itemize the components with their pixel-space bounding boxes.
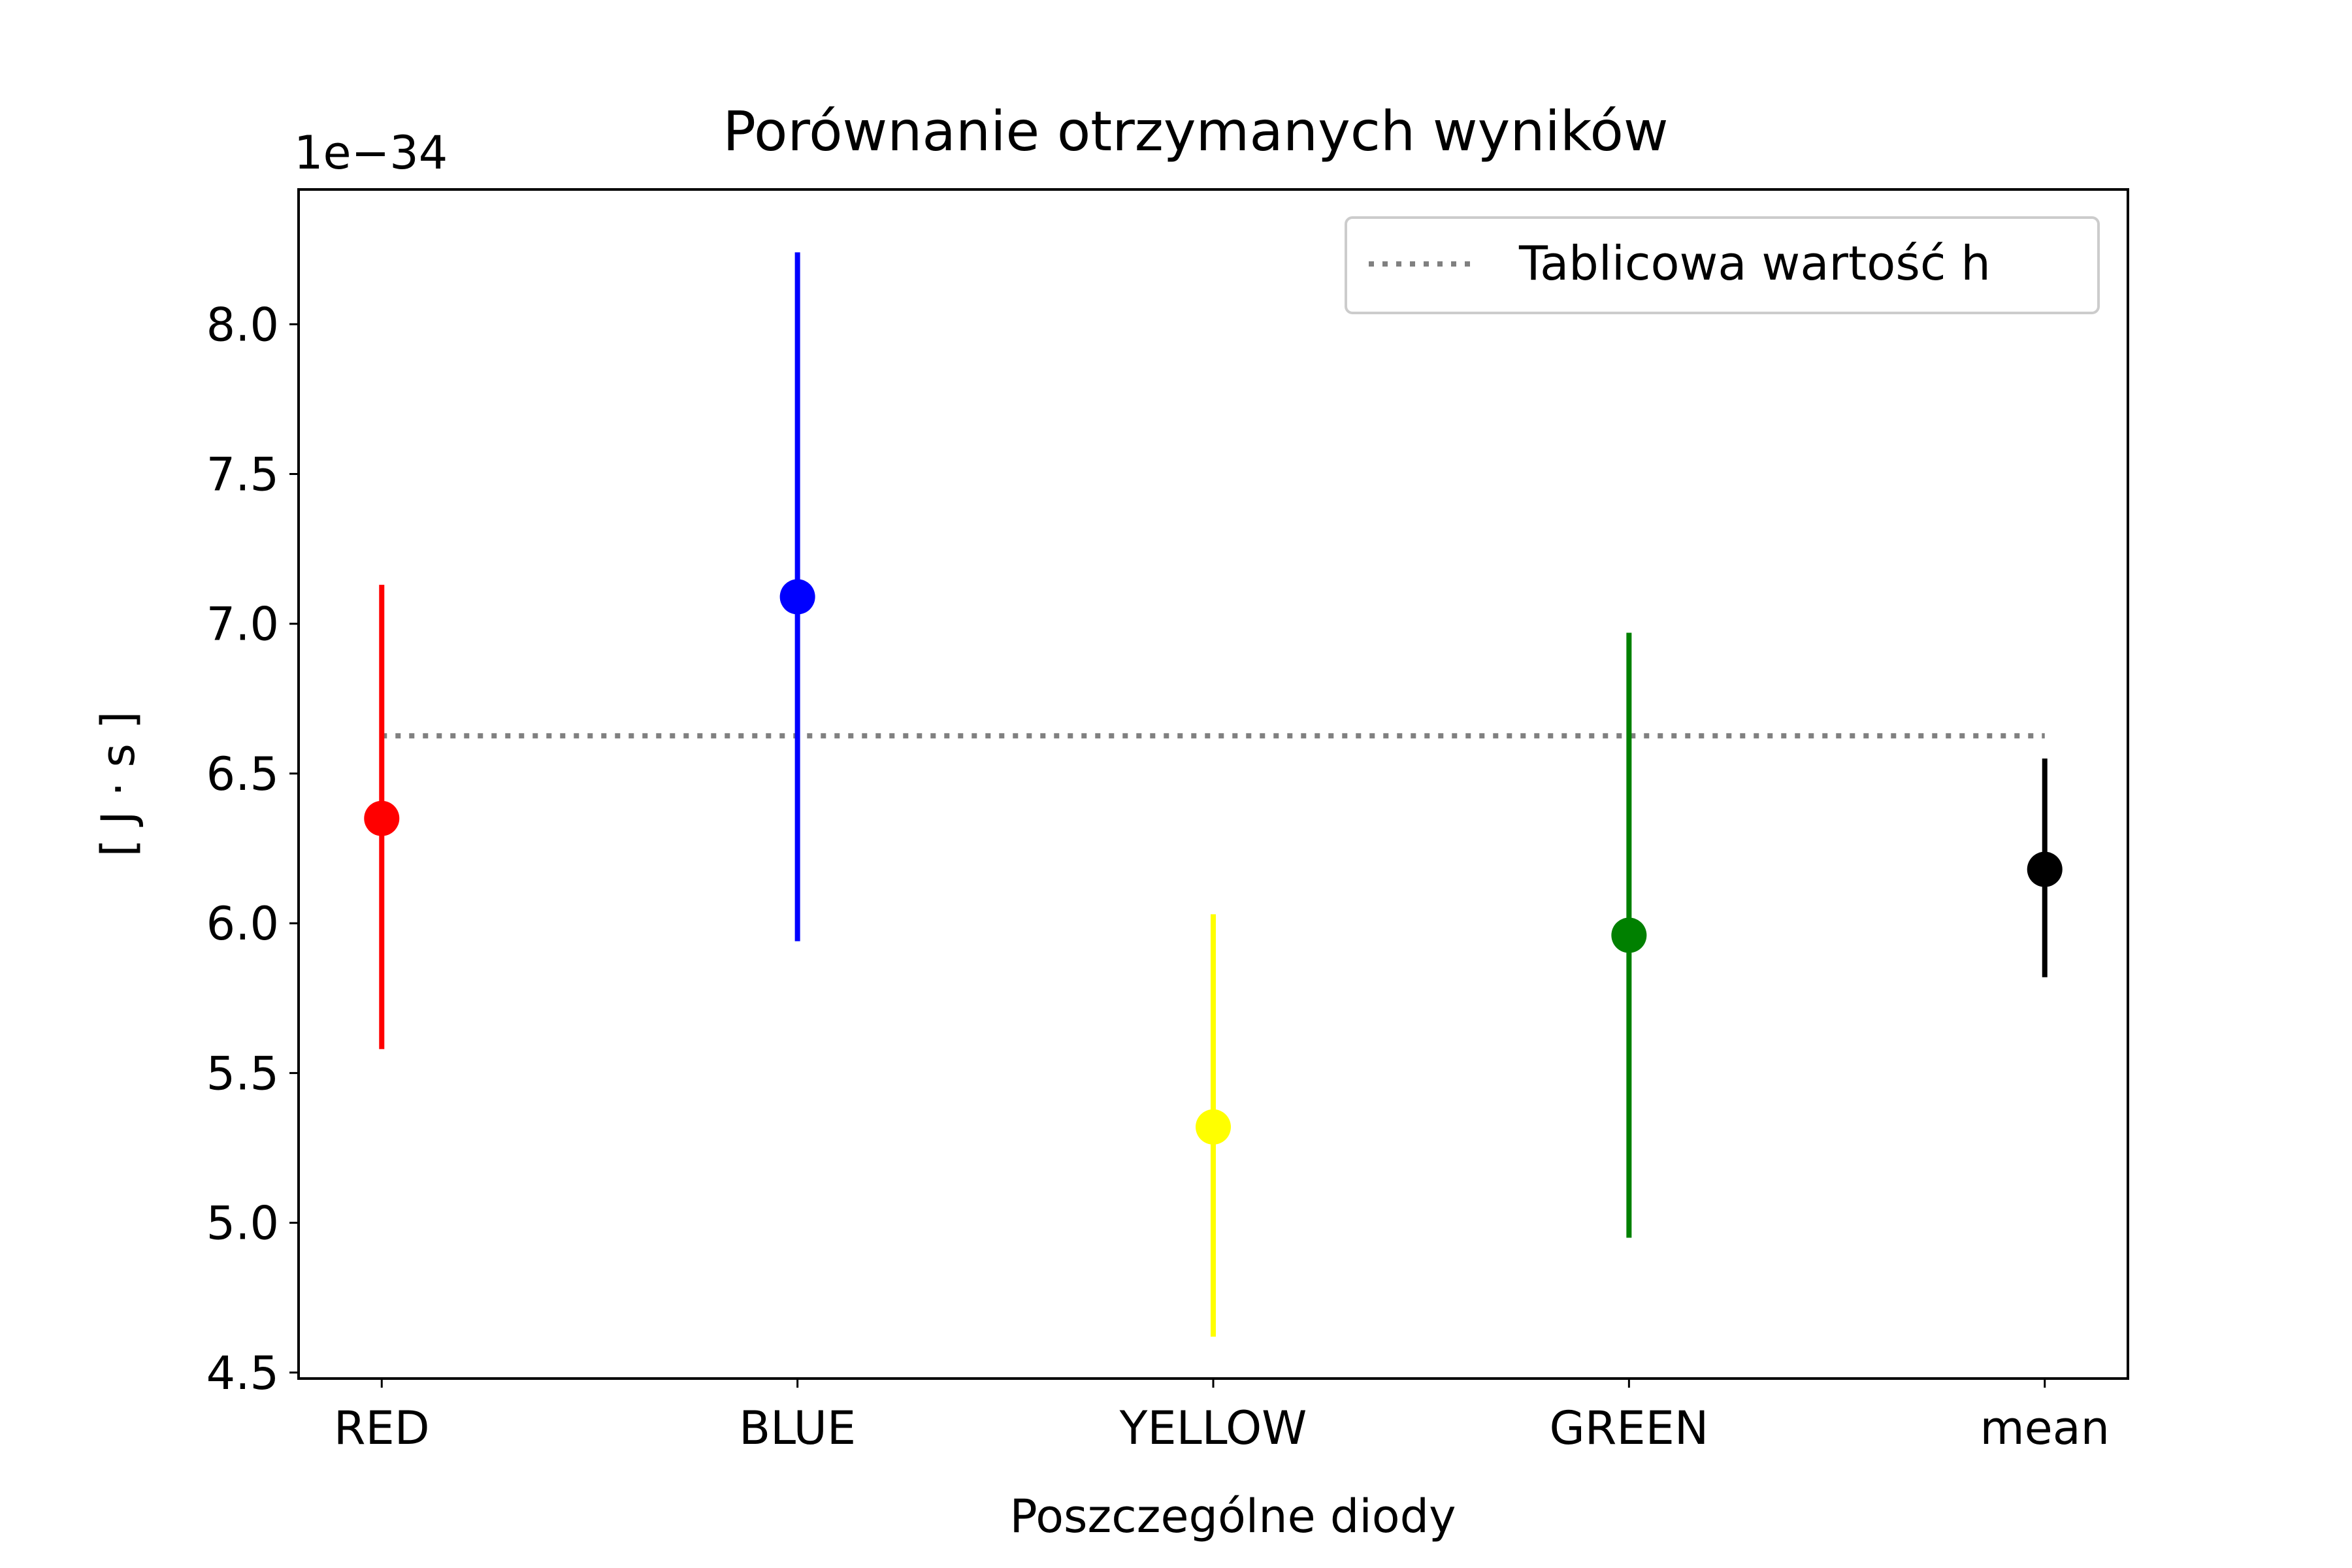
legend: Tablicowa wartość h bbox=[1345, 216, 2100, 314]
data-point-red bbox=[364, 800, 400, 836]
y-tick-label: 5.5 bbox=[206, 1047, 279, 1100]
y-offset-label: 1e−34 bbox=[294, 126, 448, 180]
legend-label: Tablicowa wartość h bbox=[1518, 236, 1991, 291]
legend-box bbox=[1345, 216, 2100, 314]
y-axis-label: [ J · s ] bbox=[91, 711, 145, 857]
data-point-yellow bbox=[1196, 1109, 1231, 1145]
x-tick-label: BLUE bbox=[739, 1401, 856, 1455]
plot-area bbox=[364, 252, 2063, 1337]
x-tick-label: RED bbox=[334, 1401, 430, 1455]
data-point-blue bbox=[779, 579, 815, 615]
data-point-mean bbox=[2027, 851, 2063, 887]
data-point-green bbox=[1611, 917, 1647, 953]
chart-title: Porównanie otrzymanych wyników bbox=[723, 99, 1668, 163]
y-tick-label: 8.0 bbox=[206, 298, 279, 351]
y-tick-label: 6.5 bbox=[206, 747, 279, 801]
y-tick-label: 5.0 bbox=[206, 1197, 279, 1250]
x-tick-label: mean bbox=[1980, 1401, 2110, 1455]
y-tick-label: 6.0 bbox=[206, 897, 279, 951]
x-axis-label: Poszczególne diody bbox=[1009, 1490, 1456, 1543]
y-tick-label: 7.5 bbox=[206, 448, 279, 502]
y-tick-label: 7.0 bbox=[206, 598, 279, 651]
x-tick-label: YELLOW bbox=[1119, 1401, 1307, 1455]
x-tick-label: GREEN bbox=[1550, 1401, 1709, 1455]
y-tick-label: 4.5 bbox=[206, 1347, 279, 1400]
